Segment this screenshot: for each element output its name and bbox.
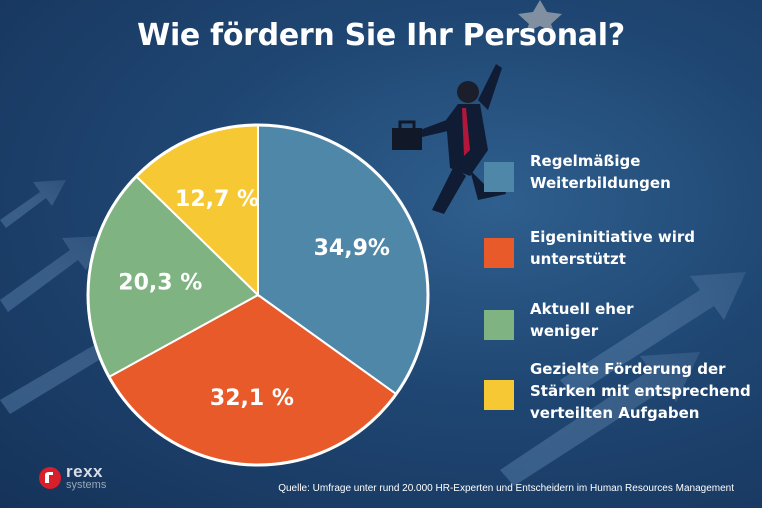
legend-label-line: weniger <box>530 322 599 340</box>
slice-value-label: 20,3 % <box>118 271 202 296</box>
rexx-logo: rexx systems <box>38 462 148 498</box>
logo-icon <box>39 467 61 489</box>
legend-swatch <box>484 162 514 192</box>
legend-label-line: verteilten Aufgaben <box>530 404 700 422</box>
star-icon <box>518 0 562 32</box>
legend-label-line: Weiterbildungen <box>530 174 671 192</box>
pie-outline <box>86 123 430 467</box>
legend-label-line: Stärken mit entsprechend <box>530 382 751 400</box>
legend-label-line: Aktuell eher <box>530 300 634 318</box>
slice-value-label: 32,1 % <box>210 386 294 411</box>
legend-swatch <box>484 238 514 268</box>
legend-swatch <box>484 380 514 410</box>
legend-label-line: Eigeninitiative wird <box>530 228 695 246</box>
legend-label-line: Regelmäßige <box>530 152 641 170</box>
businessman-icon <box>392 64 506 214</box>
slice-value-label: 34,9% <box>314 236 390 261</box>
logo-name: rexx <box>66 462 103 481</box>
source-note: Quelle: Umfrage unter rund 20.000 HR-Exp… <box>278 483 734 494</box>
legend-label-line: Gezielte Förderung der <box>530 360 726 378</box>
legend-label: Eigeninitiative wird unterstützt <box>530 226 754 270</box>
logo-sub: systems <box>66 479 107 491</box>
legend-label-line: unterstützt <box>530 250 626 268</box>
legend-label: Gezielte Förderung der Stärken mit entsp… <box>530 358 754 424</box>
legend-swatch <box>484 310 514 340</box>
legend-label: Aktuell eher weniger <box>530 298 754 342</box>
slice-value-label: 12,7 % <box>175 187 259 212</box>
legend-label: Regelmäßige Weiterbildungen <box>530 150 754 194</box>
page-title: Wie fördern Sie Ihr Personal? <box>137 18 625 53</box>
